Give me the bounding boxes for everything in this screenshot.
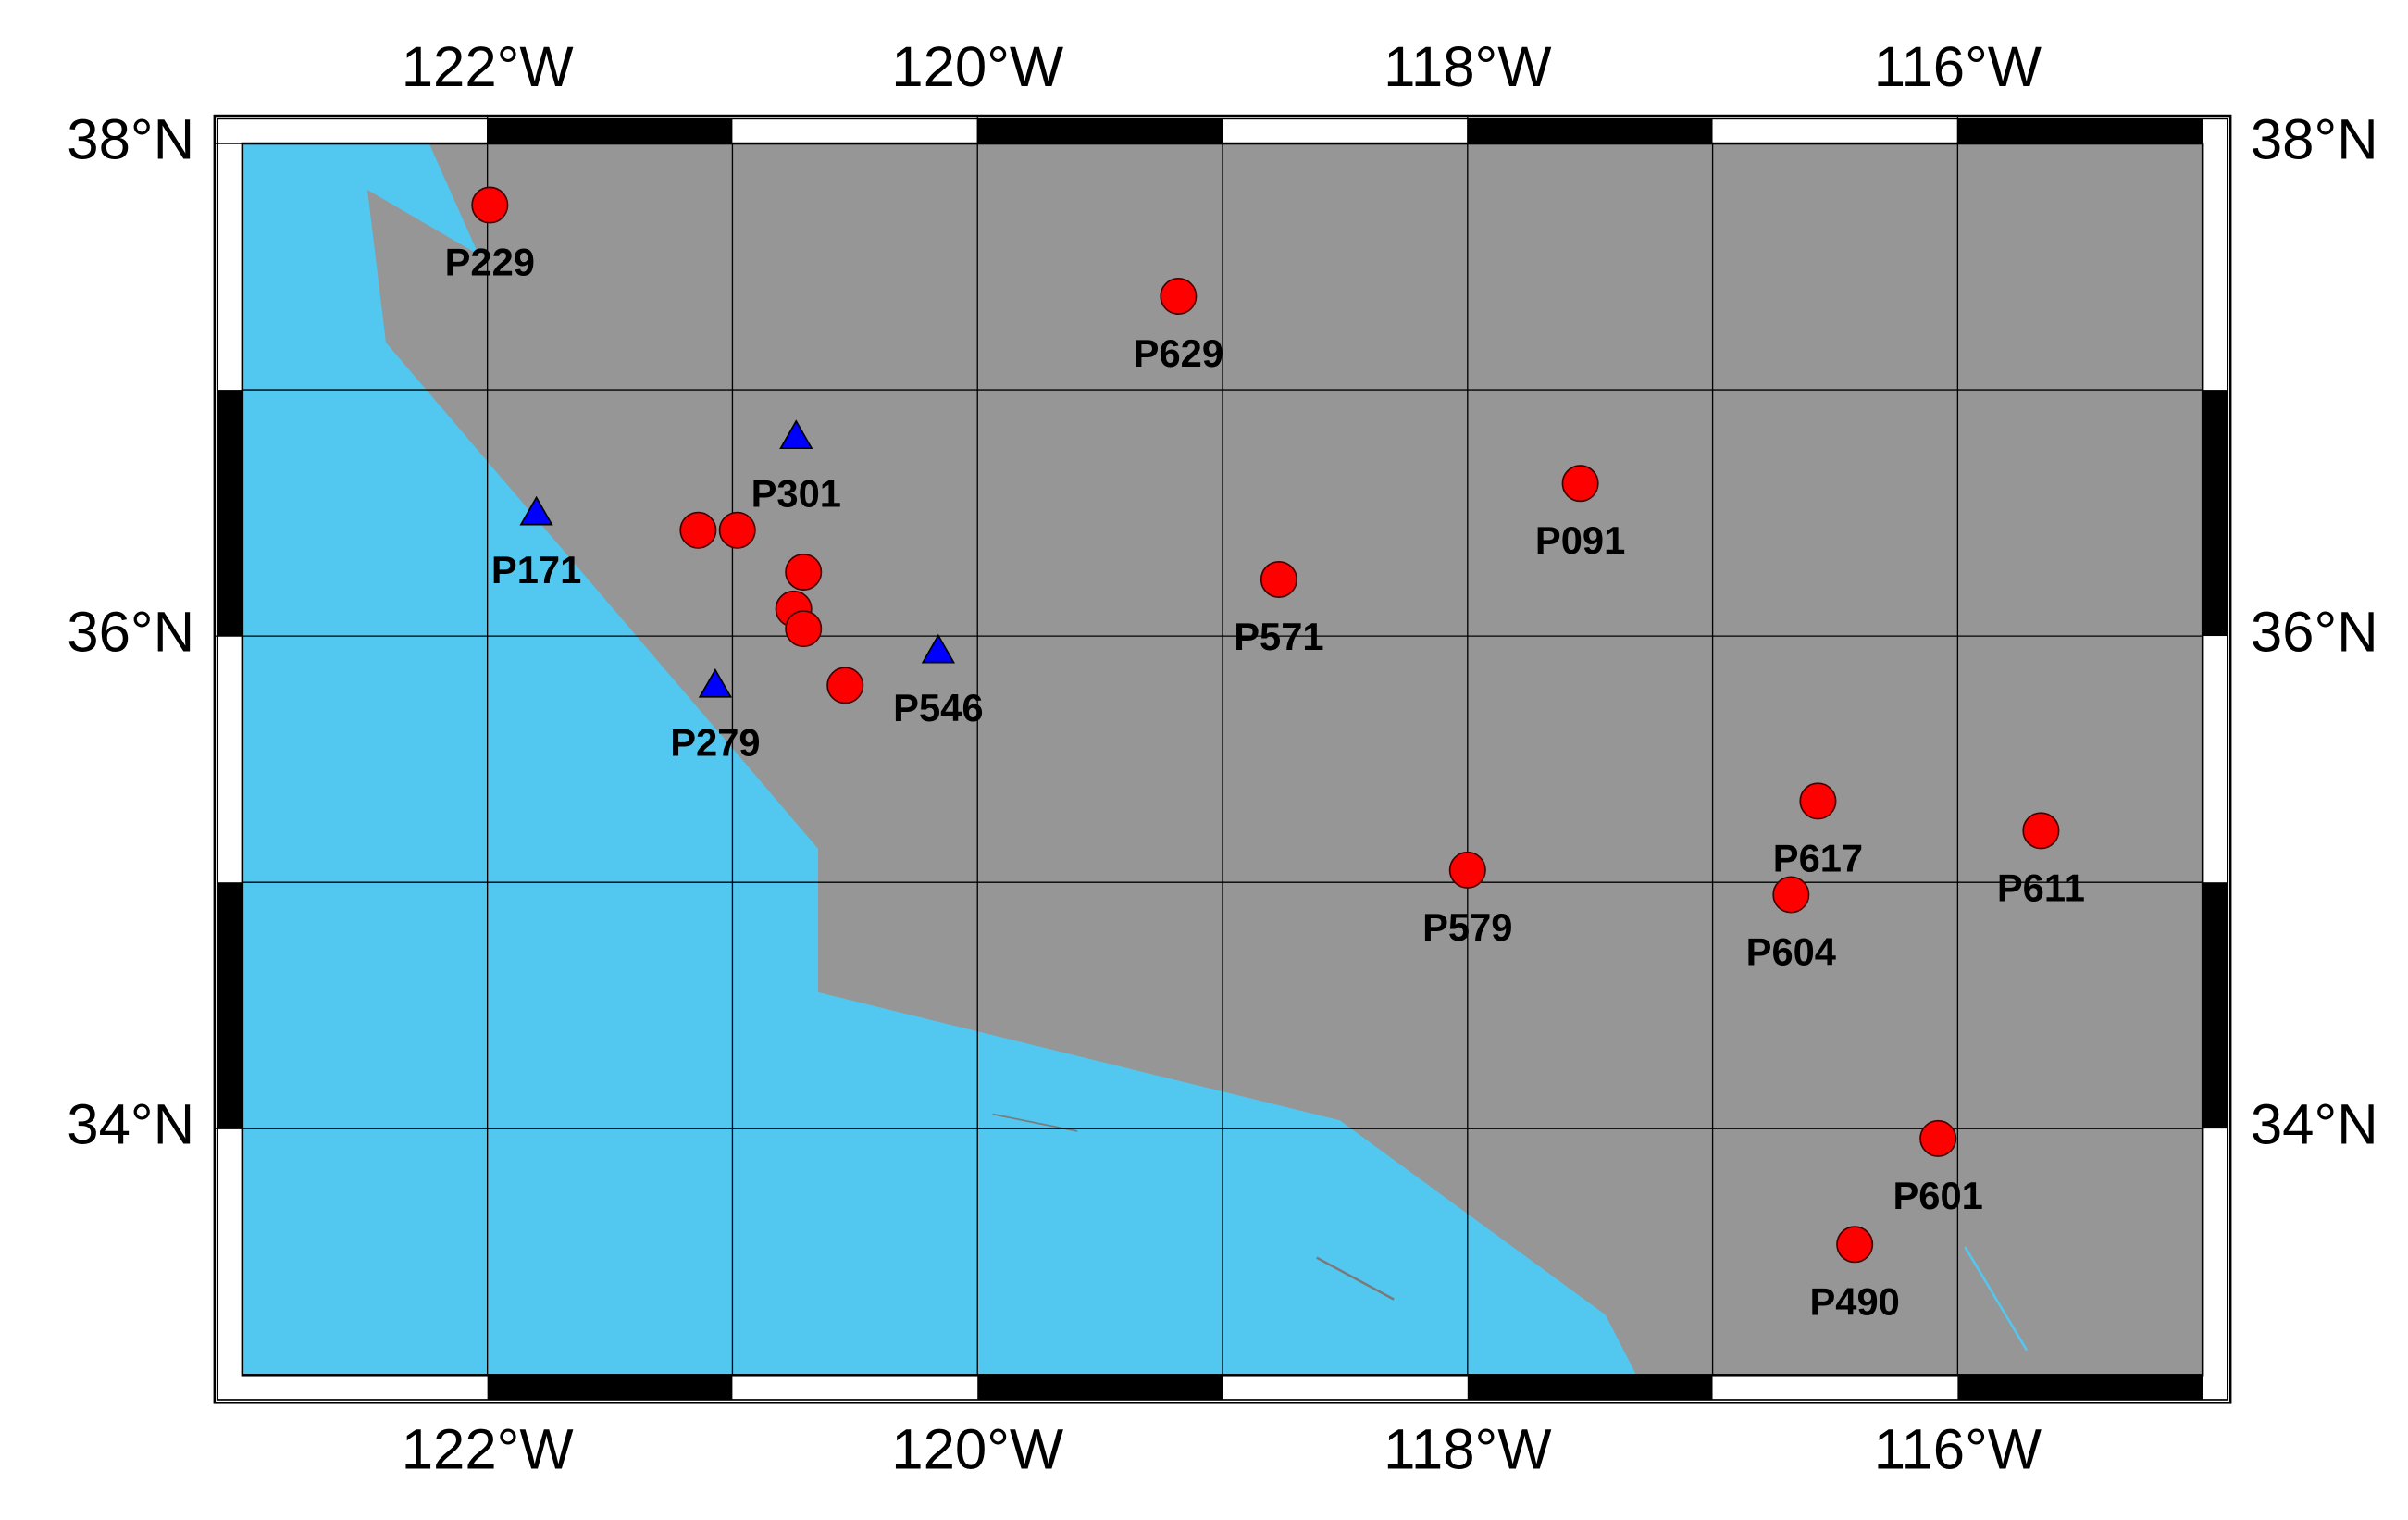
station-label: P490 <box>1809 1279 1899 1323</box>
station-marker <box>471 186 509 224</box>
frame-bar <box>1223 118 1468 144</box>
station-marker <box>679 511 717 549</box>
frame-bar <box>1467 1375 1713 1400</box>
frame-bar <box>2203 882 2228 1129</box>
station-label: P091 <box>1535 518 1625 562</box>
station-marker <box>1919 1119 1957 1157</box>
station-label: P229 <box>445 241 535 284</box>
grid <box>242 143 2203 1376</box>
frame: 122°W 122°W 120°W 120°W 118°W 118°W 116°W 116°W… <box>67 35 2377 1482</box>
frame-bar <box>1957 118 2203 144</box>
frame-bar <box>977 1375 1223 1400</box>
station-marker <box>698 668 733 698</box>
frame-bar <box>1467 118 1713 144</box>
x-tick-label: 116°W <box>1874 1418 2042 1482</box>
x-tick-label: 122°W <box>402 35 575 99</box>
frame-bar <box>1223 1375 1468 1400</box>
frame-bar <box>2203 143 2228 391</box>
station-marker <box>1448 851 1486 889</box>
station-marker <box>1160 277 1198 315</box>
station-marker <box>785 553 823 591</box>
station-marker <box>1836 1226 1874 1264</box>
station-marker <box>1799 782 1837 820</box>
x-tick-label: 118°W <box>1384 35 1552 99</box>
x-tick-label: 120°W <box>891 35 1064 99</box>
x-tick-label: 120°W <box>891 1418 1064 1482</box>
station-label: P571 <box>1234 615 1323 658</box>
y-tick-label: 34°N <box>2251 1093 2378 1157</box>
frame-bar <box>2203 636 2228 883</box>
x-tick-label: 118°W <box>1384 1418 1552 1482</box>
y-tick-label: 38°N <box>67 107 194 171</box>
station-marker <box>1561 465 1599 503</box>
frame-bar <box>242 118 488 144</box>
y-tick-label: 34°N <box>67 1093 194 1157</box>
station-marker <box>1260 560 1297 598</box>
frame-band <box>217 118 2228 1401</box>
frame-bar <box>217 390 242 637</box>
frame-outer <box>213 114 2232 1404</box>
stations: P229 P629 P091 P571 P579 P617 P604 P611 P601 P490… <box>445 186 2085 1323</box>
station-marker <box>519 495 553 526</box>
frame-bar <box>2203 390 2228 637</box>
frame-bar <box>732 1375 978 1400</box>
frame-bar <box>487 1375 733 1400</box>
frame-bar <box>217 636 242 883</box>
frame-inner <box>241 142 2204 1377</box>
station-label: P629 <box>1134 331 1223 375</box>
island <box>1316 1256 1395 1301</box>
frame-bar <box>242 1375 488 1400</box>
frame-bar <box>217 1128 242 1376</box>
frame-bar <box>1712 118 1958 144</box>
frame-bar <box>1712 1375 1958 1400</box>
station-label: P604 <box>1746 930 1836 974</box>
y-tick-label: 36°N <box>67 600 194 664</box>
station-label: P171 <box>491 548 581 592</box>
x-tick-label: 116°W <box>1874 35 2042 99</box>
frame-bar <box>977 118 1223 144</box>
station-label: P579 <box>1422 905 1512 949</box>
frame-bar <box>487 118 733 144</box>
station-marker <box>785 610 823 648</box>
station-marker <box>826 667 864 704</box>
x-tick-label: 122°W <box>402 1418 575 1482</box>
y-tick-label: 36°N <box>2251 600 2378 664</box>
station-marker <box>718 511 756 549</box>
station-label: P546 <box>893 686 983 729</box>
frame-bar <box>217 143 242 391</box>
station-label: P611 <box>1997 866 2085 909</box>
station-label: P279 <box>670 720 760 764</box>
lake <box>1964 1246 2029 1352</box>
frame-bar <box>2203 1128 2228 1376</box>
station-label: P601 <box>1893 1174 1983 1217</box>
land <box>366 143 2203 1376</box>
station-marker <box>921 633 955 664</box>
frame-bar <box>1957 1375 2203 1400</box>
frame-bar <box>732 118 978 144</box>
station-label: P301 <box>751 472 841 516</box>
y-tick-label: 38°N <box>2251 107 2378 171</box>
station-marker <box>2022 812 2060 850</box>
station-label: P617 <box>1773 836 1863 879</box>
frame-bar <box>217 882 242 1129</box>
station-marker <box>779 419 813 449</box>
station-marker <box>1772 876 1810 914</box>
